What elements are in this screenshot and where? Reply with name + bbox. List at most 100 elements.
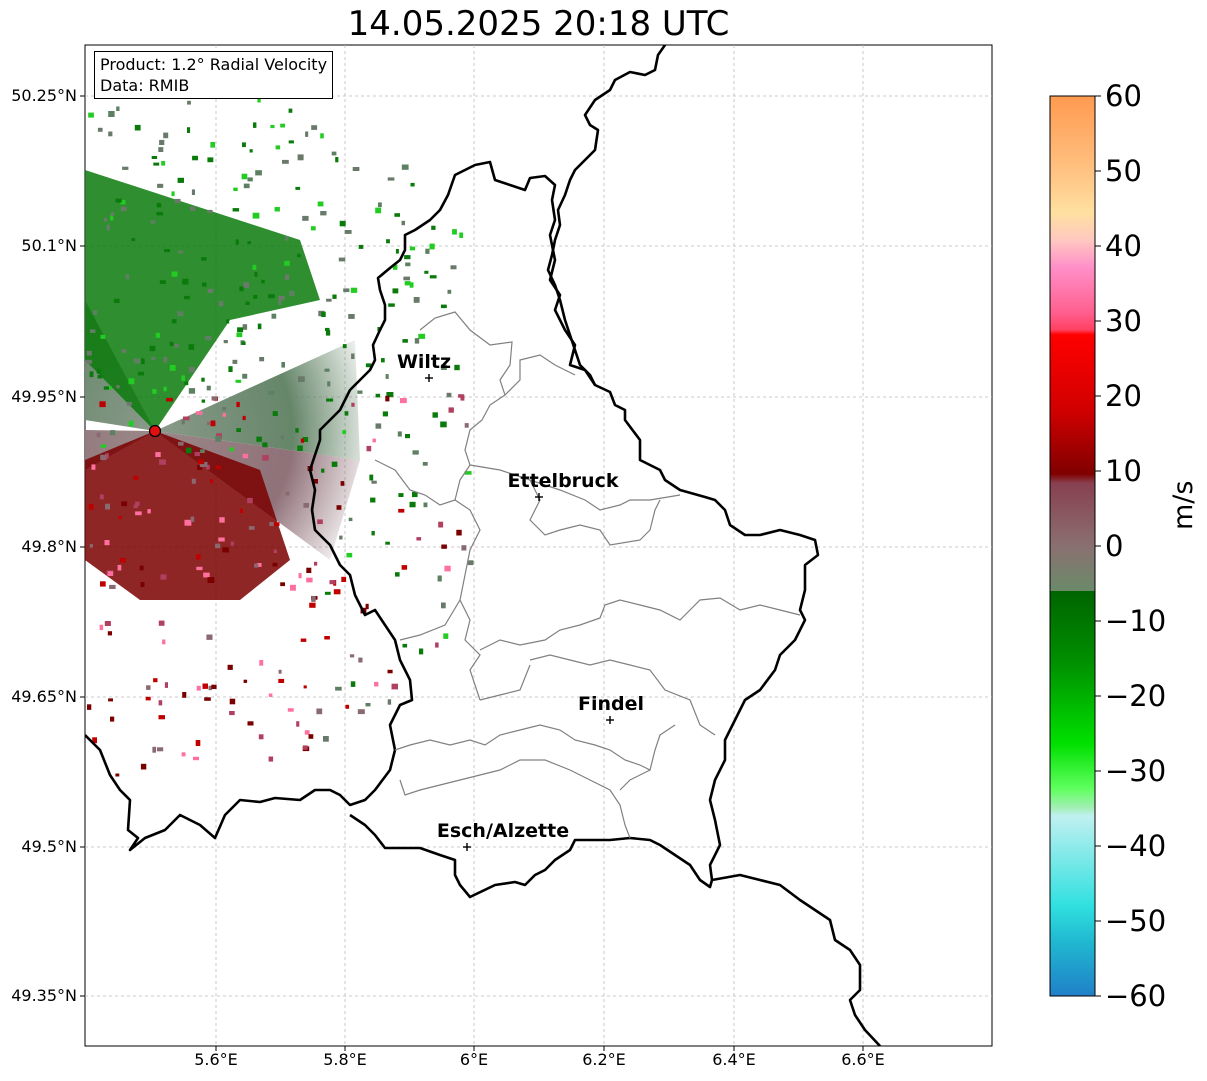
- radar-echo-pixel: [110, 430, 116, 436]
- radar-echo-pixel: [134, 124, 141, 131]
- radar-echo-pixel: [296, 721, 300, 727]
- radar-echo-pixel: [178, 441, 184, 446]
- radar-echo-pixel: [429, 243, 435, 250]
- radar-echo-pixel: [120, 206, 127, 212]
- radar-echo-pixel: [206, 385, 211, 391]
- radar-echo-pixel: [255, 170, 262, 176]
- radar-echo-pixel: [287, 708, 294, 712]
- radar-echo-pixel: [403, 276, 410, 281]
- radar-echo-pixel: [218, 301, 224, 307]
- radar-echo-pixel: [190, 206, 196, 211]
- radar-echo-pixel: [135, 501, 140, 506]
- radar-echo-pixel: [268, 756, 274, 762]
- radar-echo-pixel: [137, 371, 144, 376]
- radar-echo-pixel: [182, 692, 187, 698]
- radar-echo-pixel: [297, 445, 303, 451]
- radar-echo-pixel: [302, 215, 309, 221]
- radar-echo-pixel: [229, 447, 234, 452]
- radar-echo-pixel: [343, 288, 350, 293]
- radar-echo-pixel: [326, 398, 334, 402]
- radar-echo-pixel: [316, 708, 323, 715]
- radar-echo-pixel: [236, 401, 240, 408]
- radar-echo-pixel: [201, 399, 206, 403]
- radar-echo-pixel: [365, 363, 372, 368]
- radar-echo-pixel: [133, 475, 139, 480]
- radar-echo-pixel: [106, 225, 110, 231]
- radar-echo-pixel: [229, 698, 236, 705]
- radar-echo-pixel: [202, 683, 208, 689]
- radar-echo-pixel: [418, 333, 426, 339]
- radar-echo-pixel: [339, 535, 343, 540]
- radar-echo-pixel: [161, 160, 166, 166]
- radar-echo-pixel: [333, 589, 341, 595]
- radar-echo-pixel: [140, 763, 147, 770]
- radar-echo-pixel: [313, 479, 318, 484]
- radar-echo-pixel: [443, 633, 449, 639]
- radar-echo-pixel: [395, 249, 399, 254]
- radar-echo-pixel: [215, 435, 221, 442]
- radar-echo-pixel: [402, 339, 408, 343]
- radar-echo-pixel: [306, 567, 312, 573]
- radar-echo-pixel: [398, 508, 405, 513]
- radar-echo-pixel: [278, 295, 285, 301]
- radar-echo-pixel: [336, 505, 342, 510]
- radar-echo-pixel: [140, 582, 145, 587]
- radar-echo-pixel: [392, 288, 399, 294]
- radar-echo-pixel: [210, 420, 216, 427]
- radar-echo-pixel: [341, 576, 347, 582]
- radar-echo-pixel: [204, 336, 212, 341]
- radar-echo-pixel: [163, 386, 167, 392]
- radar-echo-pixel: [280, 582, 285, 587]
- lon-label: 6.2°E: [582, 1050, 626, 1069]
- radar-echo-pixel: [284, 260, 290, 266]
- radar-echo-pixel: [303, 503, 309, 508]
- radar-echo-pixel: [282, 159, 289, 164]
- radar-echo-pixel: [145, 696, 151, 701]
- radar-echo-pixel: [281, 362, 285, 368]
- radar-echo-pixel: [121, 501, 128, 507]
- radar-echo-pixel: [371, 531, 375, 536]
- radar-echo-pixel: [254, 563, 259, 568]
- radar-echo-pixel: [278, 669, 282, 674]
- radar-echo-pixel: [110, 716, 115, 722]
- radar-echo-pixel: [126, 401, 133, 406]
- radar-echo-pixel: [99, 494, 104, 500]
- radar-echo-pixel: [335, 686, 342, 691]
- radar-echo-pixel: [302, 745, 308, 750]
- colorbar-tick-label: 60: [1105, 79, 1142, 113]
- radar-echo-pixel: [151, 356, 156, 361]
- radar-echo-pixel: [186, 447, 192, 454]
- radar-echo-pixel: [273, 522, 280, 526]
- radar-echo-pixel: [388, 303, 395, 307]
- radar-echo-pixel: [187, 127, 191, 133]
- radar-echo-pixel: [207, 157, 214, 163]
- radar-echo-pixel: [409, 246, 416, 251]
- radar-echo-pixel: [215, 543, 221, 549]
- radar-echo-pixel: [87, 704, 92, 710]
- radar-echo-pixel: [324, 591, 331, 595]
- radar-echo-pixel: [210, 142, 216, 148]
- radar-echo-pixel: [162, 639, 166, 645]
- lat-label: 49.8°N: [21, 537, 77, 556]
- lon-label: 5.6°E: [194, 1050, 238, 1069]
- radar-echo-pixel: [239, 508, 243, 514]
- radar-echo-pixel: [152, 746, 156, 753]
- radar-echo-pixel: [392, 264, 398, 270]
- radar-echo-pixel: [324, 368, 330, 372]
- radar-echo-pixel: [381, 358, 385, 363]
- radar-echo-pixel: [256, 436, 262, 442]
- radar-echo-pixel: [92, 310, 98, 315]
- radar-echo-pixel: [107, 386, 112, 390]
- radar-echo-pixel: [314, 561, 318, 566]
- radar-echo-pixel: [297, 154, 304, 161]
- radar-echo-pixel: [351, 402, 355, 407]
- radar-echo-pixel: [288, 140, 294, 144]
- radar-echo-pixel: [344, 411, 349, 416]
- radar-echo-pixel: [467, 560, 474, 566]
- radar-echo-pixel: [156, 747, 164, 752]
- radar-echo-pixel: [235, 239, 239, 245]
- radar-echo-pixel: [183, 295, 190, 300]
- radar-echo-pixel: [206, 421, 214, 426]
- radar-echo-pixel: [149, 345, 156, 352]
- colorbar-tick-label: 0: [1105, 529, 1124, 563]
